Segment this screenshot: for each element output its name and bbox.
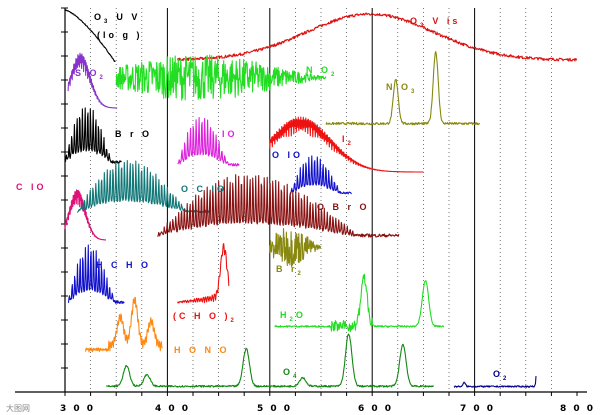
label-so2: S O2: [75, 68, 106, 81]
label-cho2: (C H O )2: [173, 311, 237, 324]
trace-so2: [67, 52, 118, 109]
x-tick-700: 7 0 0: [460, 404, 495, 414]
x-tick-800: 8 0 0: [560, 404, 595, 414]
label-o2: O2: [493, 369, 509, 382]
x-tick-300: 3 0 0: [60, 404, 95, 414]
trace-o2: [453, 376, 537, 388]
label-o4: O4: [283, 367, 299, 380]
trace-i2: [269, 116, 424, 173]
label-h2o: H2O: [280, 310, 306, 323]
label-clo: C lO: [16, 182, 47, 192]
label-i2: I2: [342, 134, 354, 147]
trace-clo: [64, 189, 107, 241]
label-hcho: H C H O: [96, 260, 151, 270]
trace-h2o: [274, 273, 445, 333]
trace-o3-vis: [177, 12, 578, 62]
trace-o3-uv-log: [64, 9, 116, 63]
trace-io: [177, 117, 240, 167]
trace-no3: [325, 51, 481, 126]
trace-cho-2: [177, 243, 230, 304]
label-o3-uv-log: (lo g ): [97, 30, 143, 40]
label-oio: O IO: [272, 150, 303, 160]
label-o3-vis: O3 V is: [410, 16, 460, 29]
label-bro: B r O: [115, 129, 152, 139]
trace-oclo: [76, 160, 211, 214]
x-axis-ticks: 3 0 0 4 0 0 5 0 0 6 0 0 7 0 0 8 0 0: [60, 404, 595, 414]
trace-no2: [115, 54, 327, 101]
x-tick-500: 5 0 0: [257, 404, 292, 414]
trace-bro: [64, 107, 122, 164]
watermark-text: 大图网: [6, 403, 30, 413]
label-o3-uv: O3 U V: [94, 12, 140, 25]
label-no2: N O2: [306, 65, 337, 78]
label-io: IO: [222, 129, 238, 139]
trace-hono: [84, 296, 163, 353]
x-tick-600: 6 0 0: [358, 404, 393, 414]
x-tick-400: 4 0 0: [155, 404, 190, 414]
spectra-labels: O3 U V (lo g ) O3 V is S O2 N O2 N O3 B r …: [16, 12, 509, 382]
label-no3: N O3: [386, 82, 417, 95]
trace-oio: [289, 155, 352, 195]
label-obro: O B r O: [317, 202, 370, 212]
trace-obro: [157, 174, 400, 238]
trace-hcho: [67, 244, 125, 304]
trace-br2: [269, 227, 322, 268]
spectra-traces: [64, 9, 578, 388]
label-br2: B r2: [276, 264, 304, 277]
label-hono: H O N O: [174, 345, 230, 355]
trace-o4: [105, 333, 435, 388]
label-oclo: O C lO: [181, 184, 227, 194]
